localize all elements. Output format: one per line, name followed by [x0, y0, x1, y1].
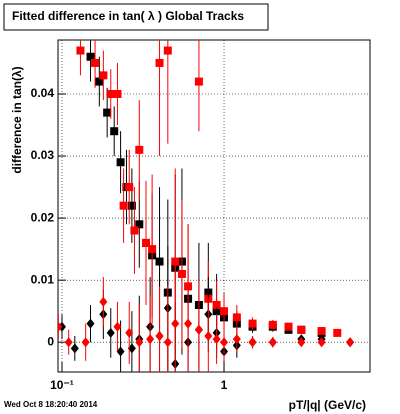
x-tick-label: 1: [221, 378, 228, 392]
chart-title: Fitted difference in tan( λ ) Global Tra…: [12, 9, 244, 23]
marker-square: [125, 183, 134, 192]
marker-diamond: [155, 331, 164, 342]
marker-square: [95, 77, 104, 86]
marker-square: [76, 46, 85, 55]
marker-square: [86, 52, 95, 61]
marker-square: [297, 325, 306, 334]
marker-diamond: [125, 327, 134, 338]
marker-square: [163, 46, 172, 55]
marker-diamond: [113, 321, 122, 332]
marker-square: [333, 328, 342, 337]
marker-diamond: [184, 318, 193, 329]
marker-diamond: [127, 343, 136, 354]
marker-diamond: [204, 331, 213, 342]
marker-square: [127, 201, 136, 210]
y-tick-label: 0.02: [31, 210, 55, 224]
plot-frame: [57, 39, 371, 373]
title-box: [3, 3, 269, 31]
marker-diamond: [163, 337, 172, 348]
marker-diamond: [346, 337, 355, 348]
marker-square: [110, 127, 119, 136]
marker-diamond: [99, 296, 108, 307]
marker-diamond: [58, 321, 63, 332]
marker-square: [148, 245, 157, 254]
y-tick-label: 0.03: [31, 148, 55, 162]
marker-square: [232, 313, 241, 322]
marker-diamond: [297, 337, 306, 348]
x-tick-label: 10⁻¹: [50, 378, 74, 392]
marker-square: [130, 226, 139, 235]
plot-area: [58, 40, 355, 372]
marker-diamond: [248, 337, 257, 348]
marker-square: [248, 319, 257, 328]
marker-square: [177, 269, 186, 278]
marker-square: [135, 145, 144, 154]
marker-diamond: [317, 337, 326, 348]
marker-diamond: [86, 318, 95, 329]
marker-diamond: [135, 337, 144, 348]
footer-date: Wed Oct 8 18:20:40 2014: [4, 400, 98, 409]
marker-square: [155, 58, 164, 67]
marker-square: [284, 322, 293, 331]
marker-square: [212, 300, 221, 309]
marker-diamond: [232, 334, 241, 345]
marker-square: [141, 238, 150, 247]
marker-square: [317, 327, 326, 336]
y-tick-label: 0.01: [31, 272, 55, 286]
marker-diamond: [171, 318, 180, 329]
marker-square: [268, 320, 277, 329]
marker-diamond: [64, 337, 73, 348]
y-tick-label: 0.04: [31, 86, 55, 100]
marker-square: [119, 201, 128, 210]
marker-square: [103, 108, 112, 117]
marker-square: [135, 220, 144, 229]
marker-square: [99, 71, 108, 80]
marker-square: [116, 158, 125, 167]
marker-diamond: [212, 334, 221, 345]
marker-diamond: [106, 327, 115, 338]
marker-diamond: [81, 337, 90, 348]
marker-diamond: [268, 337, 277, 348]
y-axis-label: difference in tan(λ): [10, 66, 24, 173]
marker-diamond: [116, 346, 125, 357]
marker-square: [106, 89, 115, 98]
marker-diamond: [70, 343, 79, 354]
marker-square: [155, 257, 164, 266]
marker-square: [113, 89, 122, 98]
marker-square: [91, 58, 100, 67]
x-axis-label: pT/|q| (GeV/c): [289, 398, 366, 412]
marker-square: [220, 307, 229, 316]
marker-diamond: [146, 334, 155, 345]
marker-square: [194, 77, 203, 86]
marker-diamond: [194, 324, 203, 335]
marker-diamond: [220, 337, 229, 348]
y-tick-label: 0: [47, 334, 54, 348]
